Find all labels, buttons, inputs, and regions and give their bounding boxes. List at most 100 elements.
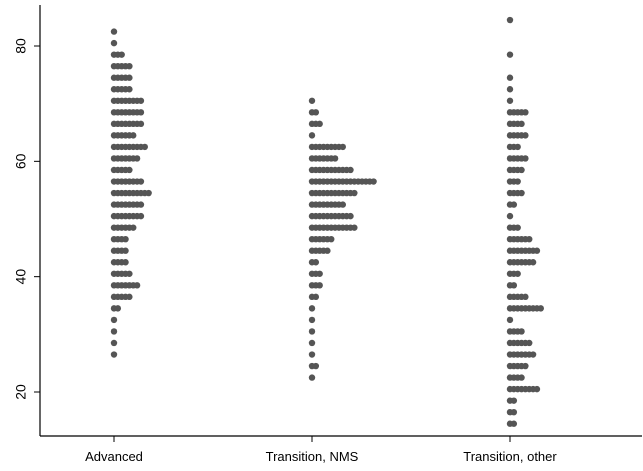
data-dot <box>529 259 537 266</box>
data-dot <box>308 97 316 104</box>
data-dot <box>351 224 358 231</box>
data-dot <box>312 362 320 370</box>
data-dot <box>118 51 125 58</box>
data-dot <box>308 328 316 335</box>
data-dot <box>514 143 521 151</box>
x-tick-label: Transition, other <box>463 449 557 464</box>
data-dot <box>126 293 133 301</box>
data-dot <box>351 189 358 197</box>
data-dot <box>510 420 518 427</box>
data-dot <box>506 212 514 220</box>
data-dot <box>506 51 514 58</box>
data-dot <box>324 247 331 254</box>
data-dot <box>312 259 320 266</box>
data-dot <box>506 74 514 81</box>
data-dot <box>316 120 323 128</box>
data-dot <box>312 109 320 116</box>
y-tick-label: 80 <box>13 38 29 54</box>
data-dot <box>145 189 152 197</box>
data-dot <box>308 305 316 312</box>
data-dot <box>110 328 118 335</box>
series-dots <box>110 28 152 358</box>
data-dot <box>518 189 525 197</box>
data-dot <box>126 270 133 277</box>
data-dot <box>137 201 145 208</box>
data-dot <box>110 28 118 35</box>
data-dot <box>370 178 377 185</box>
axes-group <box>34 5 642 442</box>
x-tick-label: Advanced <box>85 449 143 464</box>
data-dot <box>506 86 514 93</box>
data-dot <box>506 316 514 324</box>
data-dot <box>526 339 533 347</box>
data-dot <box>529 351 537 358</box>
data-dot <box>126 86 133 93</box>
data-dot <box>533 247 541 254</box>
data-dot <box>122 247 129 254</box>
data-dot <box>331 155 339 162</box>
data-dot <box>133 282 141 289</box>
data-dot <box>514 224 521 231</box>
y-tick-labels-group: 20 40 60 80 <box>13 38 29 400</box>
data-dot <box>514 178 521 185</box>
data-dot <box>122 235 129 243</box>
data-dot <box>518 374 525 381</box>
data-dot <box>308 132 316 139</box>
series-dots <box>506 16 544 427</box>
data-dot <box>537 305 544 312</box>
data-dot <box>308 339 316 347</box>
data-dot <box>506 97 514 104</box>
data-dot <box>316 270 323 277</box>
data-dot <box>312 293 320 301</box>
data-dot <box>133 155 141 162</box>
data-dot <box>522 362 529 370</box>
data-dot <box>308 351 316 358</box>
data-dot <box>316 282 323 289</box>
data-dot <box>533 385 541 393</box>
data-dot <box>308 374 316 381</box>
data-dot <box>141 143 148 151</box>
data-dot <box>137 212 145 220</box>
data-dot <box>522 293 529 301</box>
x-tick-labels-group: Advanced Transition, NMS Transition, other <box>85 449 557 464</box>
data-dot <box>130 132 137 139</box>
data-dot <box>110 351 118 358</box>
dots-group <box>110 16 544 427</box>
data-dot <box>339 201 346 208</box>
data-dot <box>308 316 316 324</box>
data-dot <box>510 397 518 404</box>
data-dot <box>522 155 529 162</box>
data-dot <box>110 339 118 347</box>
data-dot <box>518 166 525 174</box>
data-dot <box>339 143 346 151</box>
data-dot <box>506 16 514 24</box>
data-dot <box>510 201 518 208</box>
data-dot <box>110 316 118 324</box>
data-dot <box>122 259 129 266</box>
data-dot <box>518 120 525 128</box>
data-dot <box>137 109 145 116</box>
y-tick-label: 60 <box>13 153 29 169</box>
data-dot <box>328 235 335 243</box>
y-tick-label: 40 <box>13 269 29 285</box>
data-dot <box>114 305 122 312</box>
data-dot <box>137 178 145 185</box>
data-dot <box>110 39 118 47</box>
data-dot <box>522 132 529 139</box>
data-dot <box>126 166 133 174</box>
series-dots <box>308 97 377 381</box>
data-dot <box>347 212 354 220</box>
y-tick-label: 20 <box>13 384 29 400</box>
data-dot <box>126 74 133 81</box>
data-dot <box>347 166 354 174</box>
data-dot <box>510 282 518 289</box>
data-dot <box>126 62 133 70</box>
data-dot <box>522 109 529 116</box>
data-dot <box>510 408 518 416</box>
data-dot <box>526 235 533 243</box>
data-dot <box>137 97 145 104</box>
data-dot <box>137 120 145 128</box>
data-dot <box>518 328 525 335</box>
